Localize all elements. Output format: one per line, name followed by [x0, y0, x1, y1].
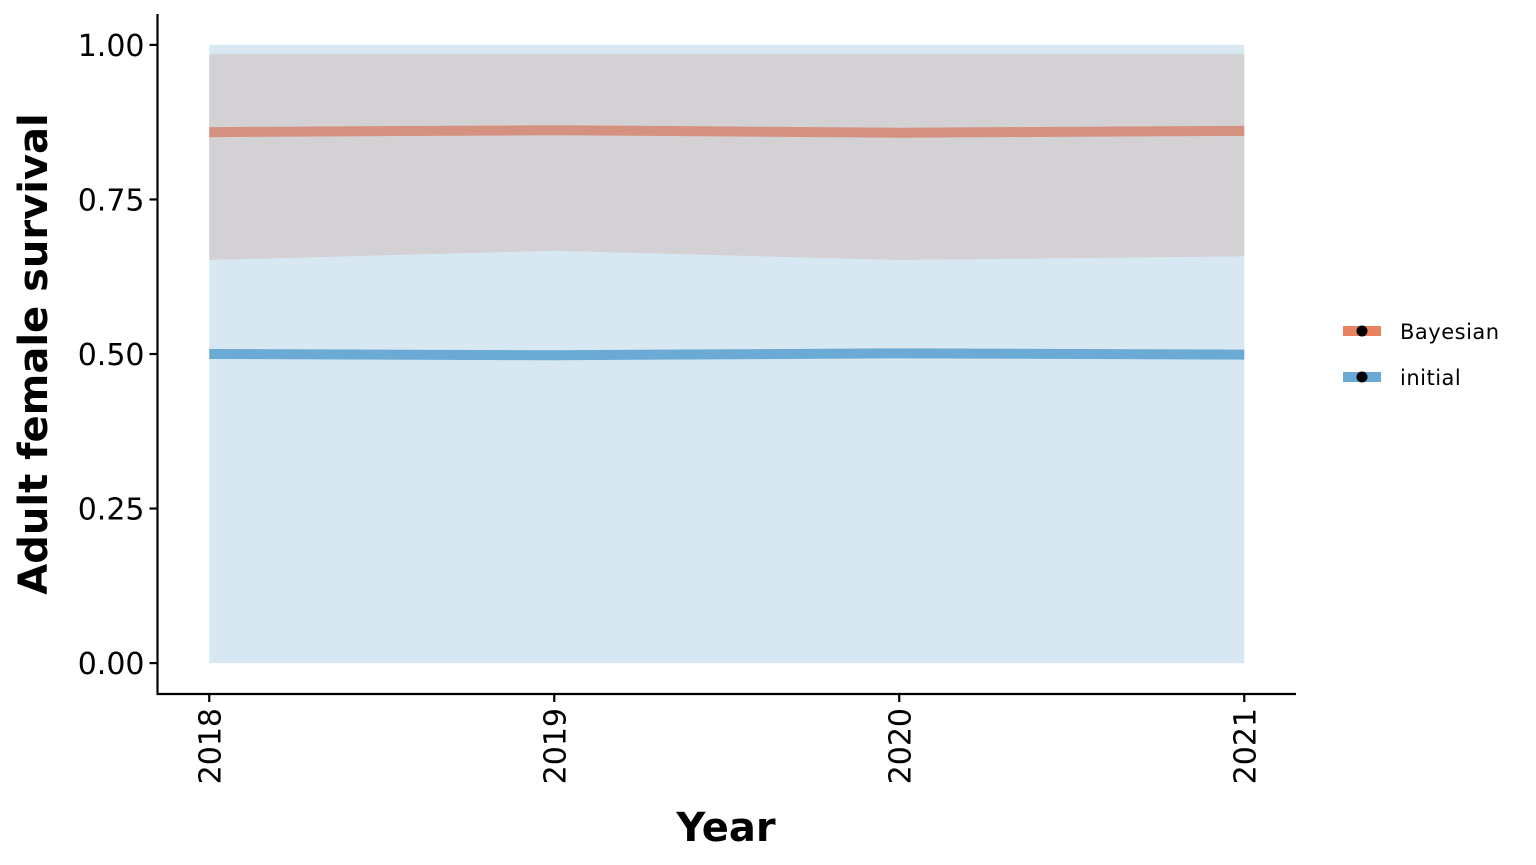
- x-tick-label: 2018: [193, 708, 228, 784]
- legend-label: Bayesian: [1400, 320, 1500, 344]
- legend: Bayesian initial: [1343, 320, 1500, 390]
- y-tick-label: 0.25: [78, 493, 145, 528]
- series-lines: [209, 125, 1245, 361]
- y-tick-label: 1.00: [78, 29, 145, 64]
- y-tick-label: 0.50: [78, 338, 145, 373]
- legend-marker: [1356, 371, 1368, 383]
- y-ticks: 0.00 0.25 0.50 0.75 1.00: [78, 29, 158, 682]
- line-bayesian: [209, 125, 1245, 138]
- y-axis-title: Adult female survival: [11, 113, 57, 594]
- line-initial: [209, 348, 1245, 361]
- legend-marker: [1356, 325, 1368, 337]
- x-axis-title: Year: [675, 805, 775, 851]
- x-tick-label: 2020: [883, 708, 918, 784]
- legend-label: initial: [1400, 366, 1461, 390]
- y-tick-label: 0.00: [78, 647, 145, 682]
- x-tick-label: 2019: [538, 708, 573, 784]
- legend-item-initial: initial: [1343, 366, 1461, 390]
- x-tick-label: 2021: [1228, 708, 1263, 784]
- y-tick-label: 0.75: [78, 183, 145, 218]
- legend-item-bayesian: Bayesian: [1343, 320, 1500, 344]
- x-ticks: 2018 2019 2020 2021: [193, 694, 1263, 784]
- band-bayesian: [209, 54, 1245, 261]
